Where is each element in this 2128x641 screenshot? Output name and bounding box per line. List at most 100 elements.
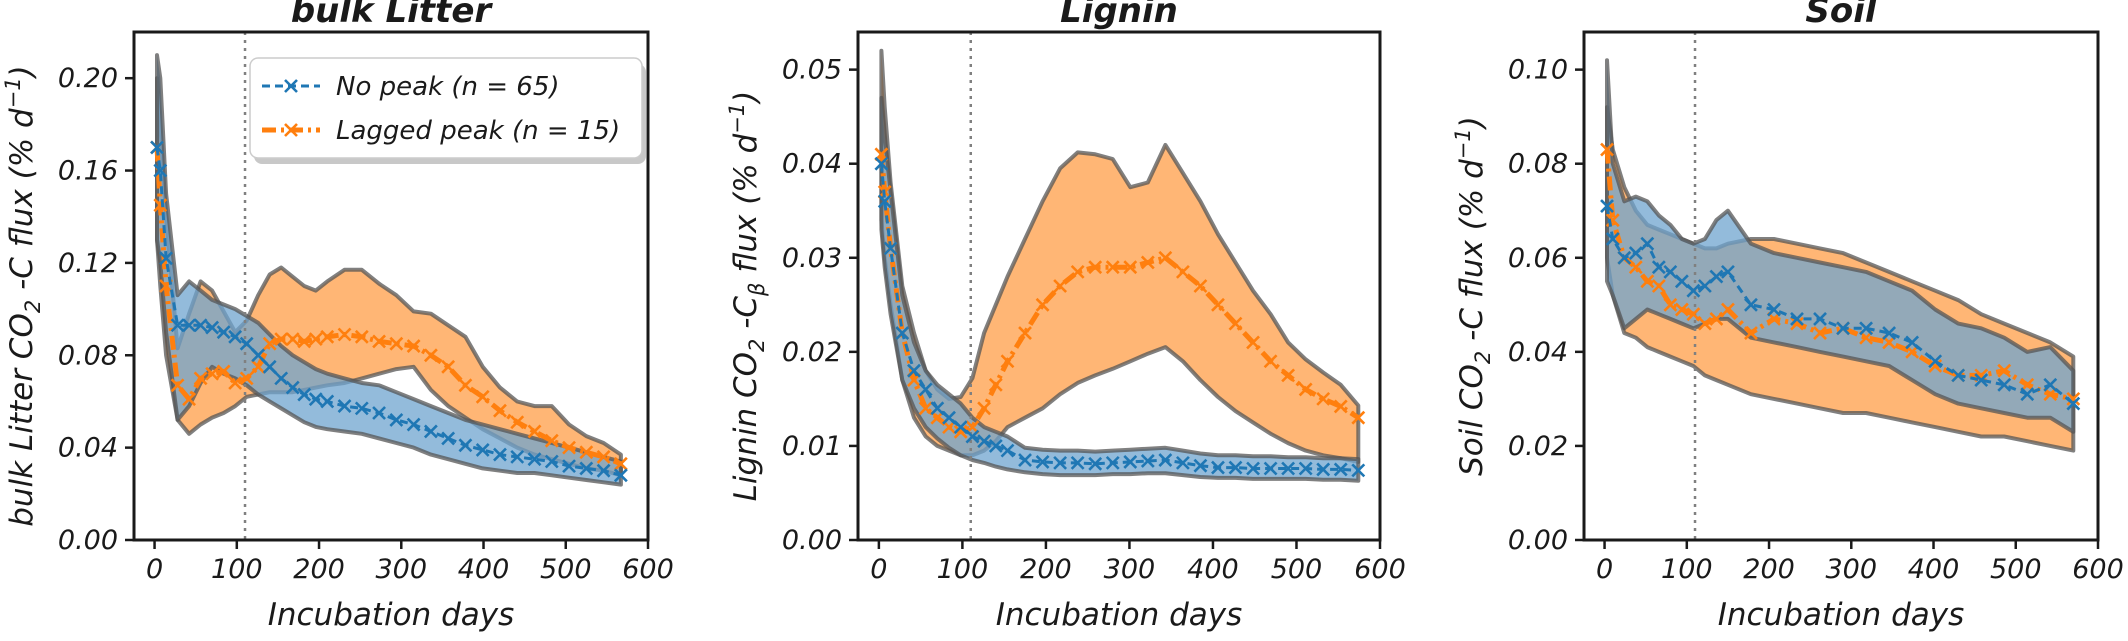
data-point-no-peak — [274, 371, 289, 386]
data-point-lagged-peak — [953, 424, 968, 439]
data-point-lagged-peak — [337, 327, 352, 342]
data-point-no-peak — [579, 461, 594, 476]
data-point-no-peak — [1905, 335, 1920, 350]
data-point-lagged-peak — [1228, 316, 1243, 331]
data-point-no-peak — [2043, 377, 2058, 392]
data-point-no-peak — [544, 454, 559, 469]
data-point-no-peak — [1105, 455, 1120, 470]
x-tick-label: 0 — [146, 554, 163, 585]
x-tick-label: 100 — [211, 554, 263, 585]
data-point-lagged-peak — [251, 359, 266, 374]
data-point-no-peak — [977, 434, 992, 449]
y-tick-label: 0.04 — [782, 149, 842, 180]
data-point-no-peak — [1628, 246, 1643, 260]
data-point-no-peak — [216, 325, 231, 340]
data-point-no-peak — [1123, 454, 1138, 469]
data-point-lagged-peak — [977, 401, 992, 416]
data-point-lagged-peak — [1158, 250, 1173, 265]
data-point-lagged-peak — [1674, 302, 1689, 317]
data-point-no-peak — [1070, 455, 1085, 470]
data-point-lagged-peak — [510, 415, 525, 430]
data-point-lagged-peak — [613, 456, 628, 471]
data-point-lagged-peak — [596, 449, 611, 464]
data-point-lagged-peak — [1928, 359, 1943, 373]
y-tick-label: 0.04 — [1508, 337, 1568, 368]
data-point-no-peak — [1997, 377, 2012, 392]
data-point-no-peak — [150, 140, 164, 155]
data-point-lagged-peak — [193, 371, 208, 386]
data-point-lagged-peak — [1140, 255, 1155, 270]
data-point-no-peak — [613, 468, 628, 483]
data-point-no-peak — [285, 380, 300, 395]
data-point-lagged-peak — [918, 401, 933, 416]
data-point-no-peak — [907, 363, 921, 378]
data-point-lagged-peak — [1246, 335, 1260, 350]
data-point-no-peak — [510, 449, 525, 464]
legend-marker-no-peak — [284, 79, 298, 93]
y-tick-label: 0.20 — [58, 63, 118, 94]
y-tick-label: 0.00 — [782, 525, 842, 556]
data-point-lagged-peak — [1035, 297, 1050, 312]
y-tick-label: 0.16 — [58, 156, 118, 187]
data-point-no-peak — [965, 429, 980, 444]
series-line-lagged-peak — [154, 147, 622, 467]
data-point-lagged-peak — [239, 371, 254, 386]
data-point-no-peak — [372, 406, 386, 420]
data-point-no-peak — [1928, 354, 1943, 369]
x-tick-label: 500 — [1990, 554, 2042, 585]
series-line-no-peak — [155, 147, 622, 477]
data-point-lagged-peak — [493, 403, 507, 418]
data-point-no-peak — [320, 394, 335, 409]
y-tick-label: 0.00 — [1508, 525, 1568, 556]
data-point-no-peak — [2020, 387, 2035, 402]
data-point-lagged-peak — [274, 332, 289, 347]
data-point-no-peak — [308, 392, 323, 407]
data-point-lagged-peak — [441, 359, 456, 374]
data-point-lagged-peak — [285, 332, 300, 347]
data-point-no-peak — [337, 399, 352, 413]
x-axis-label: Incubation days — [268, 597, 515, 633]
legend-label-lagged-peak: Lagged peak (n = 15) — [336, 116, 620, 146]
data-point-lagged-peak — [1997, 363, 2012, 378]
data-point-lagged-peak — [458, 378, 473, 393]
data-point-no-peak — [1640, 236, 1655, 251]
data-point-no-peak — [458, 438, 473, 453]
x-tick-label: 500 — [540, 554, 592, 585]
data-point-no-peak — [527, 452, 542, 467]
data-point-lagged-peak — [2066, 391, 2081, 406]
y-tick-label: 0.02 — [782, 337, 842, 368]
data-point-no-peak — [1228, 460, 1243, 475]
data-point-no-peak — [182, 318, 197, 333]
data-point-no-peak — [1263, 461, 1278, 476]
plot-frame — [132, 30, 650, 542]
data-point-lagged-peak — [423, 348, 438, 363]
data-point-no-peak — [475, 443, 490, 457]
x-tick-label: 500 — [1271, 554, 1323, 585]
plot-frame — [856, 30, 1382, 542]
data-point-lagged-peak — [1663, 297, 1678, 312]
data-point-no-peak — [930, 401, 945, 416]
data-point-lagged-peak — [1744, 326, 1758, 340]
data-point-no-peak — [1697, 279, 1712, 293]
y-axis-label: bulk Litter CO2 -C flux (% d−1) — [1, 65, 45, 527]
x-tick-label: 400 — [1187, 554, 1239, 585]
data-point-lagged-peak — [1193, 279, 1208, 293]
y-tick-label: 0.12 — [58, 248, 118, 279]
data-point-no-peak — [1018, 453, 1032, 467]
y-axis-label: Lignin CO2 -Cβ flux (% d−1) — [725, 91, 769, 502]
data-point-no-peak — [1298, 461, 1313, 476]
data-point-no-peak — [1974, 373, 1989, 387]
data-point-lagged-peak — [1211, 297, 1225, 312]
x-tick-label: 600 — [622, 554, 674, 585]
y-tick-label: 0.01 — [782, 431, 842, 462]
data-point-no-peak — [251, 348, 266, 363]
band-no-peak — [1605, 58, 2076, 434]
x-tick-label: 200 — [293, 554, 345, 585]
data-point-no-peak — [493, 447, 507, 462]
data-point-lagged-peak — [1298, 382, 1313, 397]
data-point-lagged-peak — [1070, 264, 1085, 279]
data-point-no-peak — [596, 463, 611, 478]
data-point-lagged-peak — [153, 198, 168, 213]
data-point-no-peak — [1859, 321, 1873, 336]
y-tick-label: 0.08 — [1508, 149, 1568, 180]
